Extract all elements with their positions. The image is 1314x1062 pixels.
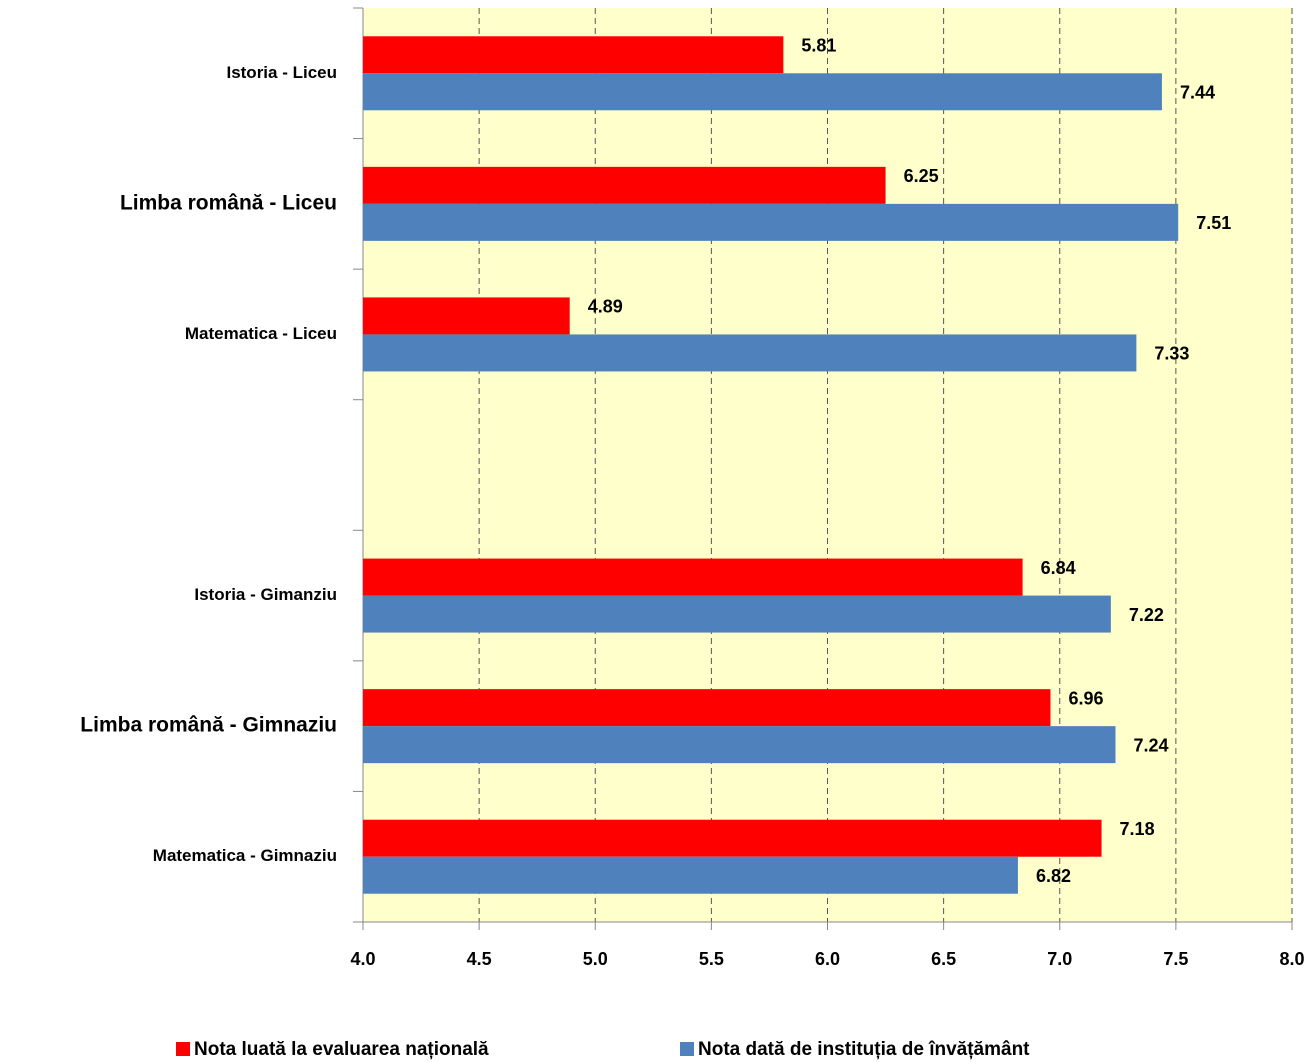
bar [363, 726, 1116, 764]
bar [363, 203, 1179, 241]
y-tick-label: Limba română - Liceu [120, 191, 337, 214]
value-label: 7.24 [1133, 735, 1168, 755]
x-tick-label: 5.0 [583, 949, 608, 969]
bar [363, 558, 1023, 596]
legend-swatch [680, 1042, 694, 1056]
bar [363, 819, 1102, 857]
value-label: 6.84 [1041, 558, 1076, 578]
y-tick-label: Matematica - Liceu [185, 324, 337, 343]
bar [363, 689, 1051, 727]
bar [363, 595, 1111, 633]
bar [363, 334, 1137, 372]
value-label: 7.33 [1154, 344, 1189, 364]
x-tick-label: 7.5 [1163, 949, 1188, 969]
legend-label: Nota dată de instituția de învățământ [698, 1039, 1030, 1060]
bar [363, 166, 886, 204]
value-label: 7.18 [1120, 819, 1155, 839]
value-label: 4.89 [588, 297, 623, 317]
value-label: 7.22 [1129, 605, 1164, 625]
value-label: 6.25 [904, 166, 939, 186]
y-tick-label: Istoria - Gimanziu [194, 585, 337, 604]
x-tick-label: 4.5 [467, 949, 492, 969]
x-tick-label: 8.0 [1279, 949, 1304, 969]
bar [363, 856, 1018, 894]
y-tick-label: Matematica - Gimnaziu [153, 846, 337, 865]
y-tick-label: Istoria - Liceu [226, 63, 337, 82]
y-tick-label: Limba română - Gimnaziu [80, 714, 337, 737]
bar [363, 36, 784, 74]
value-label: 7.51 [1196, 213, 1231, 233]
x-tick-label: 6.0 [815, 949, 840, 969]
x-tick-label: 5.5 [699, 949, 724, 969]
value-label: 6.82 [1036, 866, 1071, 886]
legend-label: Nota luată la evaluarea națională [194, 1039, 489, 1060]
value-label: 6.96 [1068, 688, 1103, 708]
x-tick-label: 6.5 [931, 949, 956, 969]
bar [363, 73, 1162, 111]
x-tick-label: 4.0 [350, 949, 375, 969]
value-label: 7.44 [1180, 83, 1215, 103]
bar [363, 297, 570, 335]
legend-swatch [176, 1042, 190, 1056]
x-tick-label: 7.0 [1047, 949, 1072, 969]
plot-area [363, 8, 1292, 922]
value-label: 5.81 [801, 36, 836, 56]
